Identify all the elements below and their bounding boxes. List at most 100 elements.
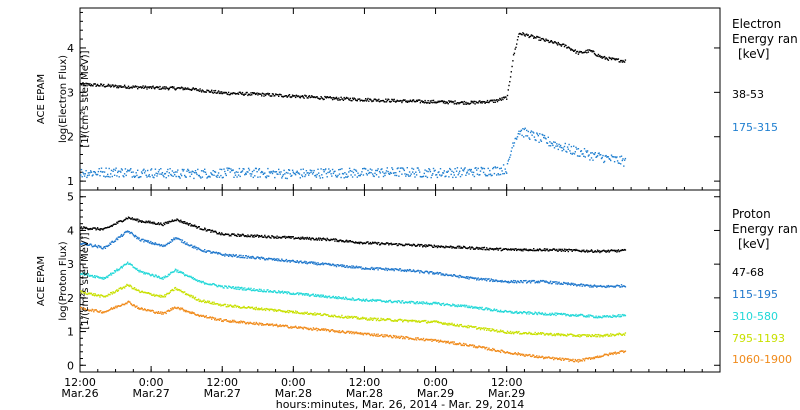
data-point: [560, 45, 563, 47]
data-point: [348, 332, 351, 334]
data-point: [215, 251, 217, 253]
data-point: [313, 314, 315, 316]
data-point: [258, 290, 260, 292]
data-point: [556, 283, 559, 285]
data-point: [460, 305, 462, 308]
data-point: [291, 293, 294, 295]
data-point: [572, 152, 574, 154]
data-point: [335, 174, 337, 177]
data-point: [513, 281, 516, 284]
data-point: [412, 243, 415, 245]
data-point: [274, 324, 277, 327]
data-point: [202, 90, 204, 92]
data-point: [480, 327, 482, 329]
data-point: [370, 172, 372, 174]
data-point: [288, 235, 290, 238]
data-point: [580, 335, 583, 337]
data-point: [197, 168, 199, 171]
data-point: [96, 295, 98, 297]
data-point: [103, 175, 105, 177]
data-point: [566, 313, 568, 316]
data-point: [389, 171, 392, 174]
data-point: [604, 315, 606, 318]
data-point: [375, 98, 377, 101]
data-point: [110, 173, 112, 175]
data-point: [595, 336, 597, 338]
data-point: [383, 101, 385, 103]
data-point: [472, 344, 474, 346]
data-point: [612, 57, 614, 60]
data-point: [341, 314, 343, 317]
data-point: [511, 352, 513, 355]
data-point: [491, 174, 493, 177]
data-point: [351, 97, 354, 99]
data-point: [89, 172, 91, 174]
data-point: [365, 242, 367, 245]
data-point: [388, 244, 390, 246]
data-point: [614, 315, 616, 317]
data-point: [552, 281, 554, 283]
data-point: [167, 168, 169, 171]
data-point: [570, 284, 572, 286]
data-point: [200, 314, 202, 316]
data-point: [172, 271, 174, 273]
data-point: [113, 307, 116, 310]
data-point: [163, 276, 165, 278]
data-point: [310, 294, 312, 296]
data-point: [479, 307, 482, 309]
data-point: [306, 236, 308, 239]
data-point: [457, 304, 459, 306]
data-point: [255, 321, 257, 324]
data-point: [143, 309, 145, 311]
data-point: [101, 278, 103, 280]
data-point: [264, 176, 267, 178]
data-point: [409, 320, 412, 322]
data-point: [516, 136, 519, 138]
data-point: [82, 242, 84, 244]
data-point: [97, 294, 100, 296]
data-point: [330, 173, 332, 175]
data-point: [558, 281, 560, 283]
data-point: [621, 61, 623, 63]
data-point: [505, 280, 507, 283]
data-point: [162, 278, 164, 280]
data-point: [486, 175, 489, 177]
data-point: [598, 316, 600, 319]
data-point: [224, 319, 227, 321]
data-point: [174, 88, 176, 90]
data-point: [526, 34, 529, 37]
data-point: [280, 260, 282, 262]
data-point: [449, 342, 451, 345]
data-point: [85, 82, 87, 84]
data-point: [556, 42, 558, 45]
data-point: [477, 167, 479, 170]
data-point: [340, 239, 342, 242]
data-point: [537, 332, 539, 334]
data-point: [615, 156, 617, 159]
data-point: [424, 244, 426, 246]
data-point: [452, 304, 455, 306]
data-point: [382, 318, 384, 320]
data-point: [184, 174, 186, 177]
data-point: [251, 306, 253, 309]
data-point: [542, 37, 544, 40]
data-point: [502, 350, 504, 352]
data-point: [585, 49, 587, 52]
data-point: [293, 293, 295, 296]
data-point: [592, 159, 594, 161]
data-point: [412, 270, 414, 272]
data-point: [301, 312, 303, 314]
data-point: [166, 276, 168, 278]
data-point: [127, 218, 129, 220]
data-point: [489, 328, 491, 330]
data-point: [97, 228, 100, 231]
data-point: [450, 341, 452, 343]
data-point: [114, 223, 117, 225]
data-point: [493, 99, 496, 101]
data-point: [353, 299, 355, 302]
data-point: [402, 320, 405, 322]
data-point: [170, 309, 173, 311]
data-point: [85, 170, 87, 172]
data-point: [506, 311, 509, 313]
data-point: [248, 93, 251, 96]
